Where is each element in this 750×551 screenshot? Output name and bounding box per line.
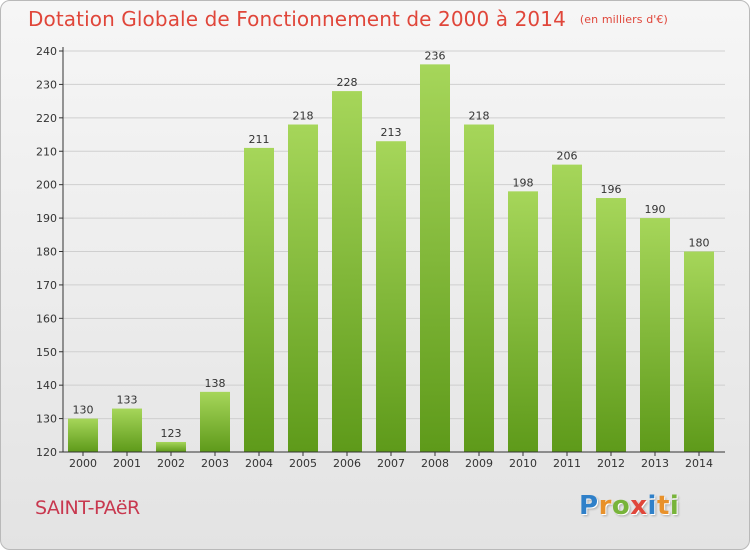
x-tick-label: 2000 — [69, 457, 97, 470]
x-tick-label: 2011 — [553, 457, 581, 470]
data-label: 236 — [425, 49, 446, 62]
x-tick-label: 2009 — [465, 457, 493, 470]
bar — [552, 164, 582, 452]
bar — [288, 124, 318, 453]
bar — [684, 251, 714, 452]
data-label: 180 — [689, 237, 710, 250]
y-tick-label: 240 — [36, 45, 57, 58]
bar — [640, 218, 670, 452]
x-tick-label: 2007 — [377, 457, 405, 470]
proxiti-logo[interactable]: Proxiti — [579, 491, 679, 521]
chart-title-text: Dotation Globale de Fonctionnement de 20… — [28, 7, 566, 31]
data-label: 130 — [73, 404, 94, 417]
y-tick-label: 120 — [36, 446, 57, 459]
commune-name: SAINT-PAëR — [35, 497, 140, 519]
y-tick-label: 170 — [36, 279, 57, 292]
data-label: 213 — [381, 126, 402, 139]
data-label: 218 — [469, 110, 490, 123]
bar — [464, 124, 494, 453]
x-tick-label: 2001 — [113, 457, 141, 470]
data-label: 190 — [645, 203, 666, 216]
y-tick-label: 180 — [36, 246, 57, 259]
chart-subtitle: (en milliers d'€) — [579, 13, 668, 26]
data-label: 211 — [249, 133, 270, 146]
x-tick-label: 2012 — [597, 457, 625, 470]
x-tick-label: 2013 — [641, 457, 669, 470]
bar — [332, 91, 362, 452]
data-label: 206 — [557, 150, 578, 163]
logo-letter: r — [598, 491, 612, 521]
y-tick-label: 230 — [36, 78, 57, 91]
logo-letter: x — [630, 491, 648, 521]
bar — [596, 198, 626, 452]
x-tick-label: 2008 — [421, 457, 449, 470]
bar — [200, 391, 230, 452]
x-tick-label: 2003 — [201, 457, 229, 470]
bar — [156, 441, 186, 452]
y-tick-label: 200 — [36, 179, 57, 192]
bar — [68, 418, 98, 452]
bar — [420, 64, 450, 452]
y-tick-label: 150 — [36, 346, 57, 359]
x-tick-label: 2014 — [685, 457, 713, 470]
data-label: 198 — [513, 176, 534, 189]
data-labels: 130 133 123 138 211 218 228 213 236 218 198 206 196 1… — [73, 49, 710, 440]
logo-letter: i — [647, 491, 657, 521]
chart-title: Dotation Globale de Fonctionnement de 20… — [28, 7, 668, 31]
logo-letter: t — [656, 491, 670, 521]
y-tick-label: 190 — [36, 212, 57, 225]
y-tick-label: 140 — [36, 379, 57, 392]
bar — [376, 141, 406, 452]
data-label: 228 — [337, 76, 358, 89]
data-label: 196 — [601, 183, 622, 196]
logo-letter: P — [579, 491, 599, 521]
x-tick-label: 2002 — [157, 457, 185, 470]
x-tick-label: 2006 — [333, 457, 361, 470]
x-tick-label: 2010 — [509, 457, 537, 470]
y-tick-label: 130 — [36, 413, 57, 426]
x-tick-label: 2004 — [245, 457, 273, 470]
logo-letter: o — [611, 491, 631, 521]
bar — [244, 147, 274, 453]
axes: 120 130 140 150 160 170 180 190 200 210 220 230 240 2… — [36, 45, 725, 470]
data-label: 123 — [161, 427, 182, 440]
data-label: 138 — [205, 377, 226, 390]
logo-letter: i — [669, 491, 680, 521]
x-tick-label: 2005 — [289, 457, 317, 470]
bar — [112, 408, 142, 452]
y-tick-label: 210 — [36, 145, 57, 158]
y-tick-label: 220 — [36, 112, 57, 125]
bar-series — [68, 64, 714, 453]
bar — [508, 191, 538, 452]
data-label: 133 — [117, 394, 138, 407]
y-tick-label: 160 — [36, 312, 57, 325]
data-label: 218 — [293, 110, 314, 123]
